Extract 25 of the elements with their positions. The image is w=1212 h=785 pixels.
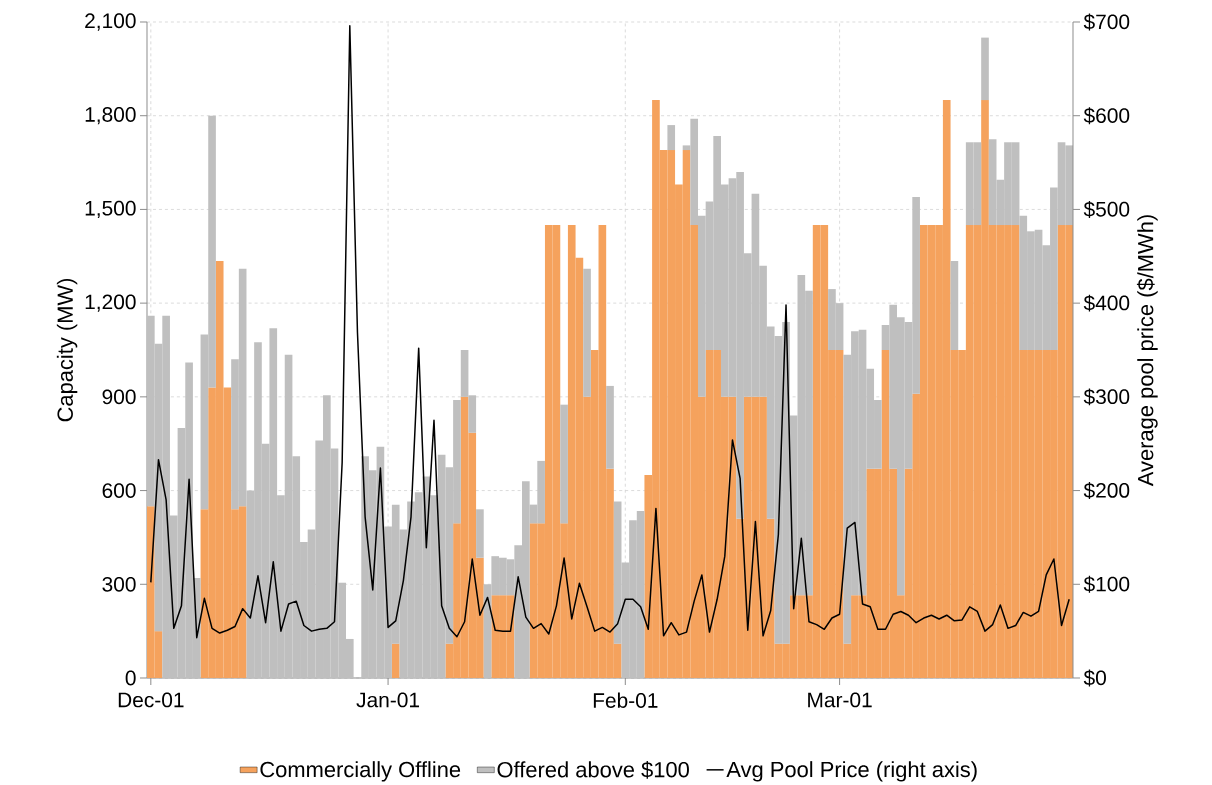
y2-tick-label: $600	[1083, 107, 1130, 125]
y-axis-title: Capacity (MW)	[56, 278, 78, 422]
y2-tick-label: $300	[1083, 388, 1130, 406]
x-tick-label: Dec-01	[118, 692, 184, 708]
y2-tick-label: $500	[1083, 200, 1130, 218]
y2-tick-label: $100	[1083, 575, 1130, 593]
y-tick-label: 900	[102, 389, 136, 405]
x-tick-label: Feb-01	[593, 692, 658, 708]
legend-label: Offered above $100	[497, 760, 689, 779]
y-tick-label: 1,800	[85, 107, 136, 125]
legend-label: Avg Pool Price (right axis)	[726, 761, 977, 782]
y-tick-label: 300	[102, 576, 136, 592]
y2-tick-label: $0	[1083, 669, 1106, 687]
x-tick-label: Mar-01	[808, 692, 872, 708]
y-tick-label: 2,100	[85, 13, 136, 31]
y-tick-label: 600	[102, 483, 136, 498]
y-tick-label: 0	[125, 670, 136, 686]
y-tick-label: 1,500	[85, 200, 136, 219]
x-tick-label: Jan-01	[356, 692, 420, 708]
y2-tick-label: $200	[1083, 482, 1130, 500]
y2-tick-label: $400	[1083, 294, 1130, 312]
y-tick-label: 1,200	[85, 294, 136, 312]
y2-axis-title: Average pool price ($/MWh)	[1136, 215, 1158, 487]
legend-label: Commercially Offline	[260, 761, 461, 782]
y2-tick-label: $700	[1083, 13, 1130, 31]
